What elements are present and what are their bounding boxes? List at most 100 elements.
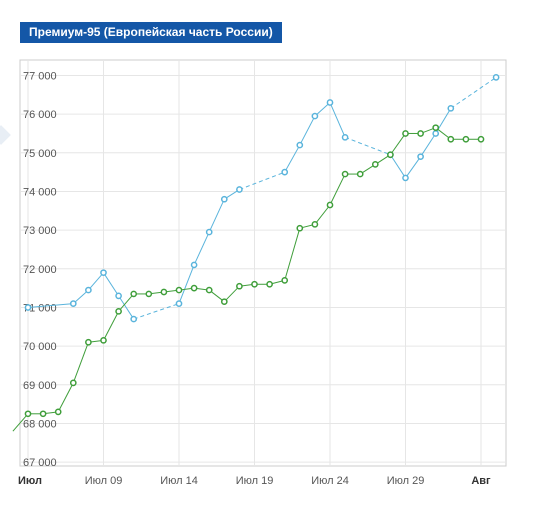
series-line-segment [420, 133, 437, 157]
data-point [175, 286, 183, 294]
data-point [100, 336, 107, 344]
data-point [311, 112, 319, 120]
data-point [85, 286, 92, 294]
series-gap-segment [450, 76, 497, 109]
x-tick-label: Июл 29 [387, 475, 425, 487]
y-tick-label: 75 000 [23, 148, 57, 160]
y-tick-label: 68 000 [23, 418, 57, 430]
x-tick-label: Июл [18, 475, 42, 487]
series-line-segment [284, 228, 301, 281]
series-line-segment [329, 102, 346, 138]
series-gap-segment [133, 303, 180, 320]
data-point [220, 195, 228, 203]
data-point [54, 408, 62, 416]
data-point [160, 288, 168, 296]
series-line-segment [208, 198, 225, 233]
series-line-segment [12, 413, 29, 432]
data-point [371, 161, 379, 168]
data-point [387, 151, 394, 159]
series-line-segment [178, 264, 195, 304]
series-line-segment [72, 289, 89, 304]
data-point [190, 261, 198, 269]
y-tick-label: 69 000 [23, 380, 57, 392]
x-tick-label: Июл 24 [311, 475, 349, 487]
data-point [296, 224, 304, 232]
data-point [266, 280, 273, 288]
plot-frame [19, 59, 507, 467]
data-point [251, 280, 258, 288]
data-point [356, 170, 364, 178]
series-line-segment [329, 173, 346, 206]
data-point [447, 135, 455, 143]
data-point [24, 410, 32, 418]
series-line-segment [405, 156, 422, 179]
x-tick-label: Июл 14 [160, 475, 198, 487]
data-point [69, 300, 77, 307]
series-line-segment [118, 295, 135, 320]
data-point [402, 130, 409, 137]
data-point [402, 174, 409, 182]
data-point [100, 269, 107, 277]
data-point [24, 304, 32, 311]
series-lines [12, 74, 500, 432]
series-line-segment [103, 272, 120, 297]
data-point [417, 153, 424, 161]
data-point [205, 286, 213, 294]
data-point [145, 290, 153, 298]
x-tick-label: Июл 19 [236, 475, 274, 487]
data-point [281, 168, 289, 176]
series-gap-segment [344, 136, 391, 156]
chart-title-badge: Премиум-95 (Европейская часть России) [20, 22, 282, 43]
series-line-segment [27, 303, 74, 308]
data-point [462, 135, 470, 143]
series-line-segment [72, 342, 89, 384]
series-line-segment [314, 204, 331, 225]
series-0 [24, 74, 500, 323]
series-line-segment [314, 102, 331, 117]
data-point [220, 298, 228, 306]
data-point [69, 379, 77, 387]
data-point [281, 277, 289, 284]
series-line-segment [103, 311, 120, 341]
series-line-segment [118, 293, 135, 312]
data-point [432, 130, 440, 137]
data-point [296, 141, 304, 149]
data-point [417, 130, 424, 137]
x-axis-ticks: Июл Июл 09 Июл 14 Июл 19 Июл 24 Июл 29 Авг [18, 475, 491, 487]
data-point [205, 228, 213, 236]
data-point [85, 338, 92, 346]
y-tick-label: 77 000 [23, 70, 57, 82]
series-line-segment [223, 285, 240, 303]
data-point [492, 74, 500, 81]
y-tick-label: 74 000 [23, 186, 57, 198]
data-point [115, 292, 122, 300]
series-gap-segment [239, 171, 285, 191]
data-point [341, 170, 349, 178]
y-tick-label: 76 000 [23, 109, 57, 121]
data-point [130, 315, 138, 323]
data-point [326, 201, 334, 209]
data-point [341, 133, 349, 141]
data-point [477, 135, 485, 143]
series-line-segment [193, 231, 210, 266]
series-line-segment [389, 133, 406, 156]
data-point [39, 410, 47, 418]
data-point [236, 186, 243, 193]
series-line-segment [284, 144, 301, 173]
data-point [311, 220, 319, 228]
grid-lines [20, 60, 506, 466]
data-point [115, 307, 122, 315]
y-tick-label: 67 000 [23, 457, 57, 469]
series-line-segment [389, 154, 406, 179]
y-tick-label: 72 000 [23, 264, 57, 276]
series-line-segment [57, 382, 74, 413]
series-1 [12, 124, 485, 432]
data-point [130, 290, 138, 298]
data-point [432, 124, 440, 132]
data-point [175, 300, 183, 307]
data-point [236, 282, 243, 290]
x-tick-label: Авг [471, 475, 491, 487]
y-tick-label: 73 000 [23, 225, 57, 237]
x-tick-label: Июл 09 [85, 475, 123, 487]
